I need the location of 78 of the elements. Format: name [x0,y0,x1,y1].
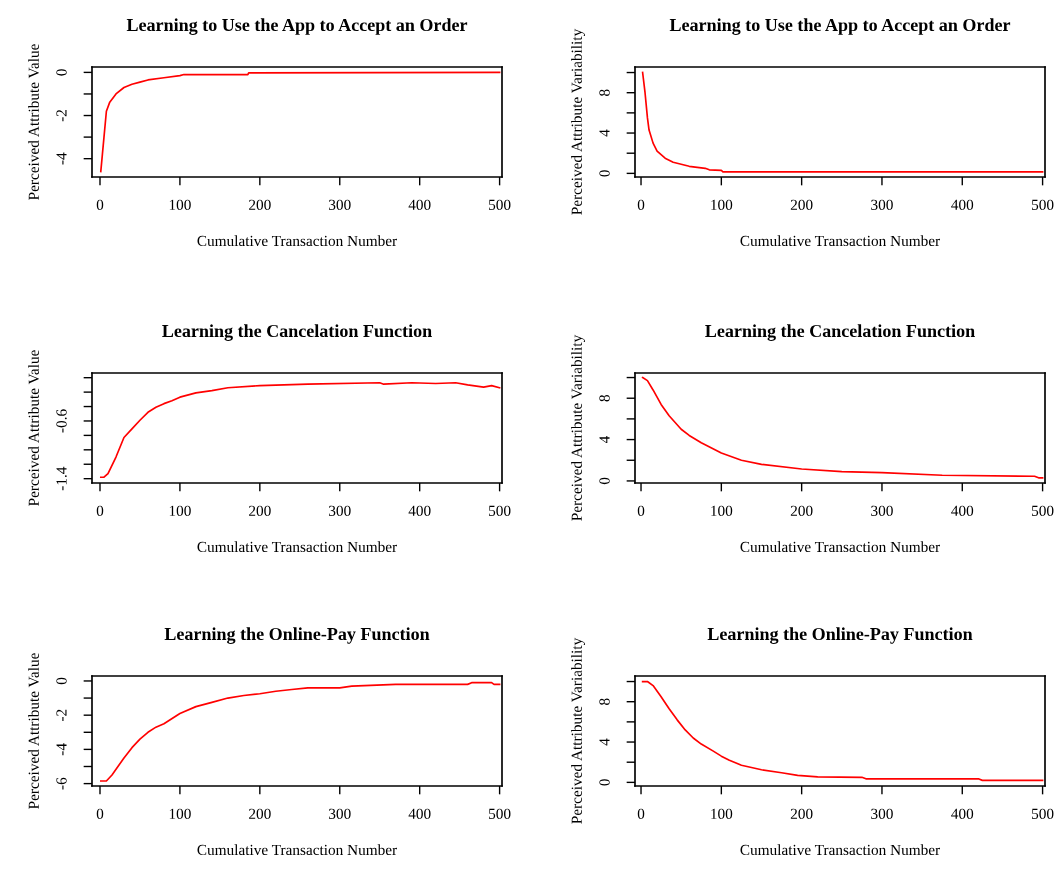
chart-title: Learning the Online-Pay Function [164,627,430,644]
x-tick-label: 0 [96,505,104,516]
y-tick-label: 4 [599,738,610,746]
line-series [99,681,501,782]
y-axis-title: Perceived Attribute Variability [571,637,586,824]
x-tick-label: 0 [637,505,645,516]
x-tick-label: 100 [711,505,733,516]
line-series [99,381,501,479]
x-tick-label: 300 [329,808,351,819]
x-tick-label: 100 [711,199,733,210]
x-tick-label: 400 [408,808,431,819]
x-tick-label: 400 [951,505,974,516]
x-tick-label: 500 [489,808,511,819]
line-series [641,376,1044,479]
x-tick-label: 0 [96,808,104,819]
x-tick-label: 0 [637,808,645,819]
x-tick-label: 200 [249,505,271,516]
x-axis-title: Cumulative Transaction Number [740,844,941,856]
x-axis-title: Cumulative Transaction Number [740,235,941,247]
y-tick-label: 0 [599,170,610,177]
y-tick-label: 0 [56,69,67,76]
x-tick-label: 0 [96,199,104,210]
y-tick-label: -2 [56,110,67,122]
y-axis-title: Perceived Attribute Value [28,350,40,506]
line-series [641,71,1044,173]
y-tick-label: -6 [56,777,67,790]
x-tick-label: 200 [249,808,271,819]
y-tick-label: 4 [599,436,610,444]
y-tick-label: 8 [599,394,610,402]
x-tick-label: 400 [408,505,431,516]
y-tick-label: -4 [56,743,67,756]
y-tick-label: 0 [56,677,67,685]
x-tick-label: 400 [408,199,431,210]
x-tick-label: 400 [951,808,974,819]
x-tick-label: 500 [1032,199,1054,210]
chart-title: Learning the Online-Pay Function [707,627,973,644]
x-tick-label: 200 [790,505,813,516]
x-tick-label: 300 [871,505,893,516]
x-tick-label: 300 [871,199,893,210]
x-tick-label: 300 [329,505,351,516]
y-axis-title: Perceived Attribute Value [28,653,40,809]
y-tick-label: 0 [599,477,610,485]
x-axis-title: Cumulative Transaction Number [197,541,398,553]
x-tick-label: 300 [329,199,351,210]
line-series [99,71,501,173]
chart-title: Learning to Use the App to Accept an Order [669,18,1011,35]
y-tick-label: 8 [599,698,610,705]
chart-title: Learning to Use the App to Accept an Order [126,18,468,35]
x-tick-label: 0 [637,199,645,210]
chart-title: Learning the Cancelation Function [162,324,432,341]
x-tick-label: 500 [489,199,511,210]
x-tick-label: 200 [790,199,813,210]
x-tick-label: 400 [951,199,974,210]
x-tick-label: 200 [249,199,271,210]
x-tick-label: 200 [790,808,813,819]
y-axis-title: Perceived Attribute Variability [571,334,586,521]
y-tick-label: 8 [599,89,610,96]
line-series [641,680,1044,782]
x-tick-label: 100 [169,505,191,516]
y-axis-title: Perceived Attribute Value [28,44,40,200]
x-axis-title: Cumulative Transaction Number [197,844,398,856]
x-axis-title: Cumulative Transaction Number [740,541,941,553]
x-tick-label: 100 [169,199,191,210]
chart-title: Learning the Cancelation Function [705,324,975,341]
x-tick-label: 500 [489,505,511,516]
x-axis-title: Cumulative Transaction Number [197,235,398,247]
y-tick-label: -4 [56,152,67,165]
x-tick-label: 500 [1032,505,1054,516]
y-axis-title: Perceived Attribute Variability [571,28,586,215]
x-tick-label: 500 [1032,808,1054,819]
x-tick-label: 100 [169,808,191,819]
x-tick-label: 100 [711,808,733,819]
y-tick-label: -2 [56,709,67,721]
x-tick-label: 300 [871,808,893,819]
y-tick-label: -0.6 [56,409,67,433]
y-tick-label: 0 [599,779,610,786]
y-tick-label: -1.4 [56,466,67,491]
y-tick-label: 4 [599,129,610,137]
